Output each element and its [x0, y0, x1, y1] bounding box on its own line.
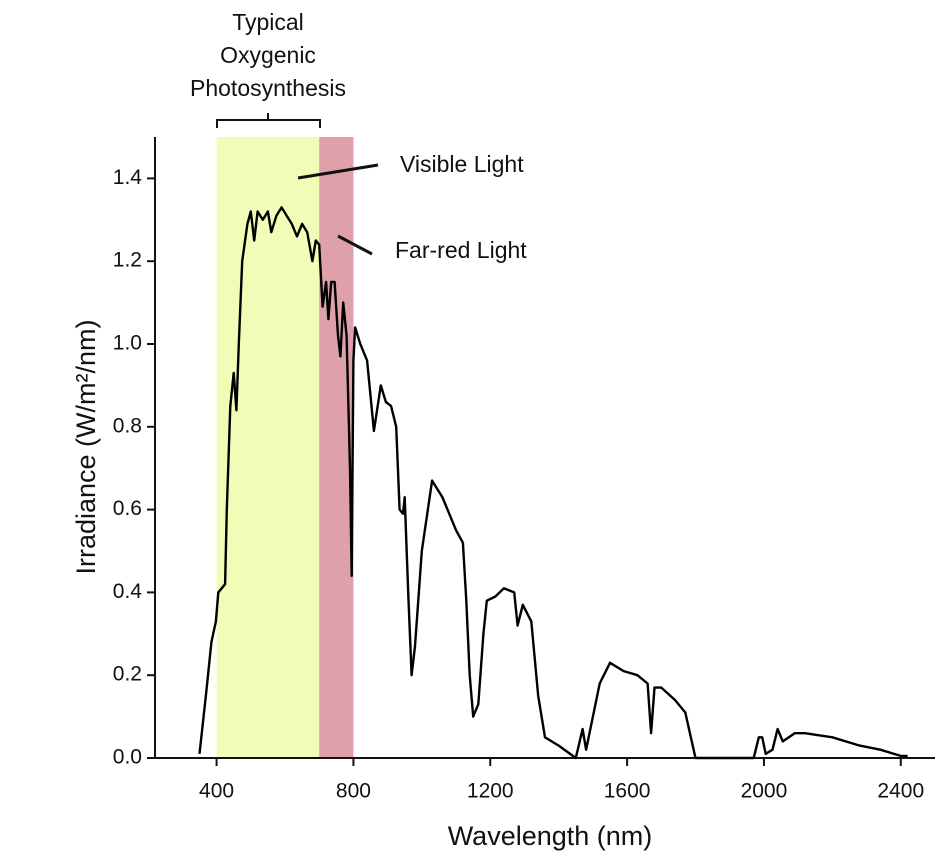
x-tick-label: 400	[199, 780, 234, 803]
y-tick-label: 0.8	[113, 414, 142, 437]
y-axis-label: Irradiance (W/m²/nm)	[71, 319, 101, 574]
x-tick-label: 2400	[877, 780, 924, 803]
regions	[216, 137, 354, 758]
y-tick-label: 1.2	[113, 249, 142, 272]
pointer	[297, 163, 379, 180]
pointer	[337, 234, 373, 256]
y-tick-label: 0.6	[113, 497, 142, 520]
annotation: Far-red Light	[395, 237, 527, 263]
annotation: Oxygenic	[220, 42, 316, 68]
bracket	[216, 113, 321, 128]
y-tick-label: 0.2	[113, 663, 142, 686]
x-axis-label: Wavelength (nm)	[448, 821, 653, 851]
annotation: Typical	[232, 9, 304, 35]
annotation: Visible Light	[400, 151, 524, 177]
y-tick-label: 1.4	[113, 166, 143, 189]
x-tick-label: 800	[336, 780, 371, 803]
y-tick-label: 0.0	[113, 746, 142, 769]
x-tick-label: 1200	[467, 780, 514, 803]
x-tick-label: 1600	[604, 780, 651, 803]
y-tick-label: 1.0	[113, 332, 142, 355]
x-tick-label: 2000	[741, 780, 788, 803]
shaded-region	[216, 137, 320, 758]
y-tick-label: 0.4	[113, 580, 143, 603]
annotation: Photosynthesis	[190, 75, 346, 101]
series-line	[198, 206, 908, 760]
